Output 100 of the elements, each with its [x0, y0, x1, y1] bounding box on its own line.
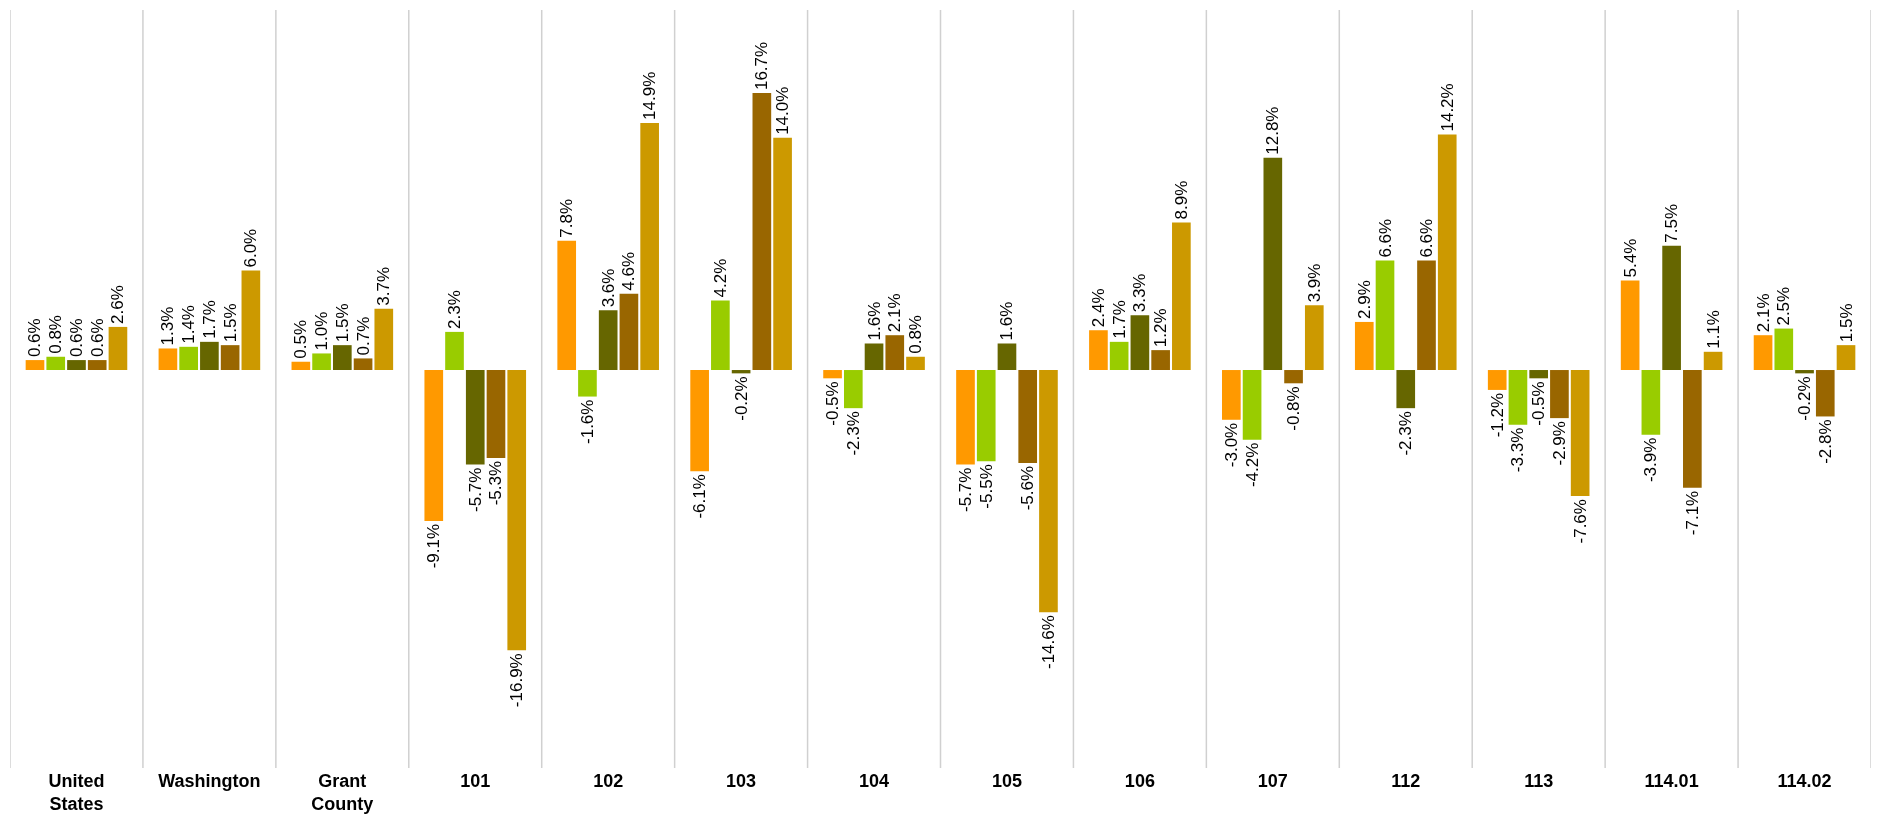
bar	[465, 370, 485, 465]
data-label: -0.2%	[731, 376, 751, 421]
x-tick-label: 107	[1257, 771, 1288, 791]
bar	[158, 348, 178, 371]
data-label: 2.4%	[1088, 288, 1108, 328]
bar	[67, 360, 86, 371]
data-label: -0.5%	[823, 381, 843, 426]
data-label: 1.5%	[220, 303, 240, 343]
data-label: 0.6%	[25, 318, 45, 358]
data-label: -5.6%	[1018, 465, 1038, 511]
bar	[374, 308, 394, 371]
data-label: -4.2%	[1242, 442, 1262, 488]
x-tick-label: United States	[48, 771, 105, 815]
bar	[1753, 335, 1773, 371]
data-label: -7.1%	[1682, 490, 1702, 536]
data-label: 2.5%	[1774, 286, 1794, 326]
bar	[353, 358, 373, 371]
bar	[1304, 305, 1324, 371]
data-label: 1.0%	[312, 311, 332, 351]
data-label: 1.1%	[1703, 310, 1723, 349]
data-label: -7.6%	[1570, 499, 1590, 544]
bar	[25, 360, 45, 371]
bar	[1109, 341, 1129, 371]
data-label: -1.2%	[1487, 392, 1507, 438]
data-label: -5.5%	[976, 464, 996, 509]
bar	[179, 346, 198, 371]
data-label: -2.8%	[1815, 419, 1835, 464]
bar	[557, 240, 577, 371]
x-tick-label: Washington	[158, 771, 261, 791]
bar	[843, 370, 863, 409]
bar	[1151, 350, 1170, 371]
data-label: -1.6%	[577, 399, 597, 444]
bar	[507, 370, 527, 651]
data-label: -2.3%	[843, 411, 863, 456]
x-tick-label: 105	[991, 771, 1022, 791]
bar	[332, 345, 352, 371]
x-tick-label: 103	[726, 771, 757, 791]
data-label: 3.6%	[598, 268, 618, 308]
data-label: -5.3%	[486, 460, 506, 506]
x-tick-label: 104	[859, 771, 890, 791]
bar	[312, 353, 331, 371]
bar	[956, 370, 975, 465]
data-label: -6.1%	[690, 474, 710, 519]
data-label: 1.5%	[1836, 303, 1856, 343]
bar	[1039, 370, 1058, 613]
data-label: 5.4%	[1620, 238, 1640, 278]
x-tick-label: 101	[460, 771, 491, 791]
bar	[1437, 134, 1457, 371]
bar	[1529, 370, 1549, 379]
bar	[1354, 321, 1374, 371]
bar	[1836, 345, 1856, 371]
bar	[1417, 260, 1436, 371]
bar	[241, 270, 261, 371]
data-label: 6.6%	[1416, 218, 1436, 258]
data-label: 0.8%	[906, 315, 926, 354]
data-label: 8.9%	[1171, 180, 1191, 220]
data-label: -3.0%	[1221, 422, 1241, 468]
data-label: -2.3%	[1396, 411, 1416, 456]
bar	[906, 356, 925, 371]
bar	[1396, 370, 1416, 409]
data-label: 2.1%	[885, 293, 905, 333]
data-label: -3.9%	[1641, 437, 1661, 483]
x-tick-label: 106	[1124, 771, 1155, 791]
data-label: 1.6%	[997, 301, 1017, 341]
bar	[1550, 370, 1569, 419]
data-label: 1.4%	[179, 305, 199, 344]
data-label: 12.8%	[1263, 106, 1283, 155]
data-label: 14.0%	[773, 86, 793, 135]
bar	[1815, 370, 1835, 417]
bar	[1795, 370, 1814, 374]
bar	[690, 370, 709, 472]
data-label: -5.7%	[955, 467, 975, 512]
bar	[486, 370, 506, 458]
data-label: -0.5%	[1529, 381, 1549, 426]
x-tick-label: 113	[1524, 771, 1554, 791]
bar	[1242, 370, 1262, 440]
data-label: 1.2%	[1151, 308, 1171, 348]
bar	[445, 331, 464, 371]
bar	[1662, 245, 1681, 371]
bar	[1089, 330, 1108, 371]
x-tick-label: Grant County	[311, 771, 374, 815]
bar	[1570, 370, 1590, 497]
bar	[976, 370, 996, 462]
bar	[773, 137, 792, 371]
data-label: 0.8%	[46, 315, 66, 354]
bar	[424, 370, 444, 521]
data-label: 4.6%	[619, 251, 639, 291]
data-label: 16.7%	[752, 41, 772, 91]
data-label: 2.1%	[1753, 293, 1773, 333]
bar	[1774, 328, 1794, 371]
data-label: 1.6%	[864, 301, 884, 341]
bar	[220, 345, 240, 371]
data-label: 0.7%	[353, 316, 373, 356]
data-label: 7.8%	[557, 198, 577, 238]
data-label: 1.7%	[1109, 300, 1129, 339]
data-label: -9.1%	[424, 523, 444, 569]
data-label: 6.0%	[241, 228, 261, 268]
bar	[711, 300, 730, 371]
bar	[1703, 351, 1723, 371]
bar	[1130, 315, 1150, 371]
